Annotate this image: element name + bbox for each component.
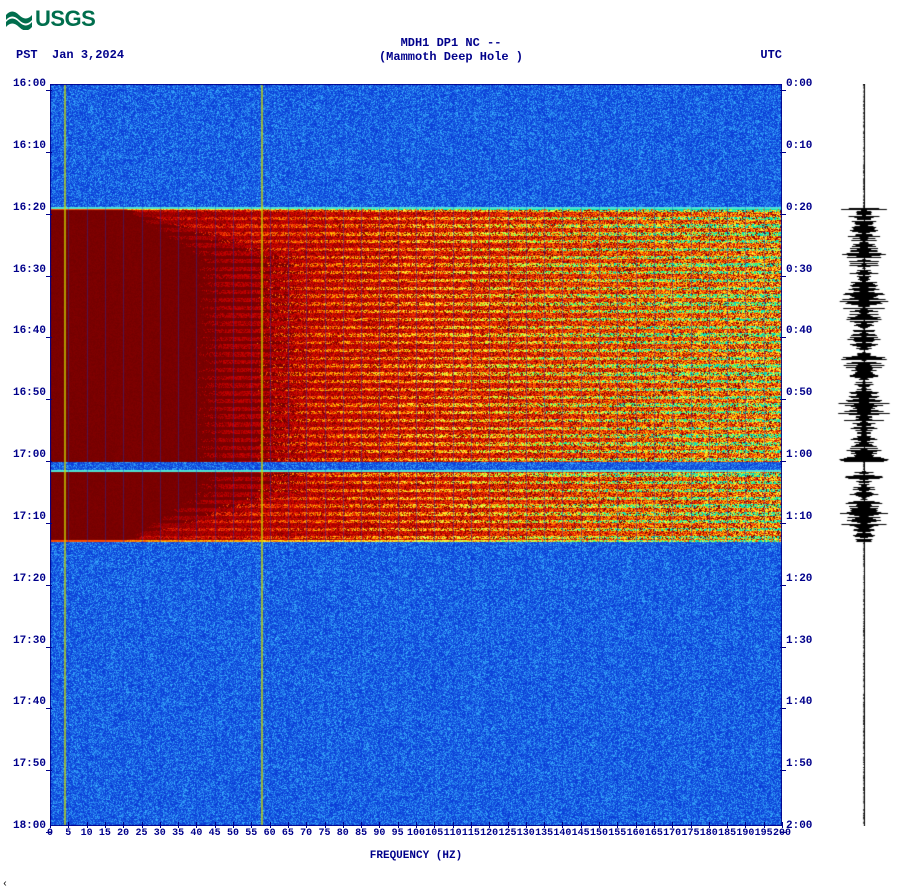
x-tick: 0 xyxy=(47,828,53,839)
y-right-tick: 1:50 xyxy=(786,758,832,770)
x-tick: 40 xyxy=(190,828,202,839)
x-tick: 135 xyxy=(535,828,553,839)
y-left-tick: 16:40 xyxy=(0,325,46,337)
x-tick: 95 xyxy=(392,828,404,839)
left-tz: PST xyxy=(16,48,38,62)
x-tick: 140 xyxy=(553,828,571,839)
y-left-tick: 17:50 xyxy=(0,758,46,770)
y-right-tick: 1:40 xyxy=(786,696,832,708)
y-left-tick: 16:10 xyxy=(0,140,46,152)
x-tick: 145 xyxy=(572,828,590,839)
y-left-tick: 17:10 xyxy=(0,511,46,523)
y-left-tick: 18:00 xyxy=(0,820,46,832)
x-tick: 180 xyxy=(700,828,718,839)
x-tick: 15 xyxy=(99,828,111,839)
y-left-tick: 16:50 xyxy=(0,387,46,399)
logo-text: USGS xyxy=(35,6,95,32)
y-right-tick: 0:00 xyxy=(786,78,832,90)
y-left-tick: 16:00 xyxy=(0,78,46,90)
y-left-tick: 17:20 xyxy=(0,573,46,585)
y-right-tick: 1:20 xyxy=(786,573,832,585)
x-axis-label: FREQUENCY (HZ) xyxy=(50,850,782,862)
x-tick: 200 xyxy=(773,828,791,839)
waveform-canvas xyxy=(834,84,894,826)
header-right: UTC xyxy=(760,48,782,62)
x-tick: 170 xyxy=(663,828,681,839)
usgs-wave-icon xyxy=(6,8,32,30)
x-tick: 80 xyxy=(337,828,349,839)
y-right-tick: 0:50 xyxy=(786,387,832,399)
y-right-tick: 1:10 xyxy=(786,511,832,523)
x-tick: 185 xyxy=(718,828,736,839)
y-left-tick: 16:20 xyxy=(0,202,46,214)
x-axis: 0510152025303540455055606570758085909510… xyxy=(50,828,782,848)
x-tick: 155 xyxy=(608,828,626,839)
x-tick: 105 xyxy=(425,828,443,839)
x-tick: 85 xyxy=(355,828,367,839)
x-tick: 175 xyxy=(681,828,699,839)
x-tick: 60 xyxy=(264,828,276,839)
x-tick: 110 xyxy=(444,828,462,839)
spectrogram-panel xyxy=(50,84,782,826)
x-tick: 150 xyxy=(590,828,608,839)
x-tick: 55 xyxy=(245,828,257,839)
y-left-tick: 16:30 xyxy=(0,264,46,276)
header-date: Jan 3,2024 xyxy=(52,48,124,62)
x-tick: 125 xyxy=(498,828,516,839)
x-tick: 75 xyxy=(318,828,330,839)
x-tick: 45 xyxy=(209,828,221,839)
x-tick: 10 xyxy=(81,828,93,839)
x-tick: 190 xyxy=(736,828,754,839)
x-tick: 130 xyxy=(517,828,535,839)
header-left: PST Jan 3,2024 xyxy=(16,48,124,62)
x-tick: 90 xyxy=(373,828,385,839)
y-right-tick: 0:40 xyxy=(786,325,832,337)
usgs-logo: USGS xyxy=(6,6,95,32)
footer-caret: ‹ xyxy=(2,879,8,890)
y-right-tick: 0:30 xyxy=(786,264,832,276)
x-tick: 30 xyxy=(154,828,166,839)
x-tick: 65 xyxy=(282,828,294,839)
x-tick: 70 xyxy=(300,828,312,839)
x-tick: 165 xyxy=(645,828,663,839)
y-left-tick: 17:30 xyxy=(0,635,46,647)
y-right-tick: 0:10 xyxy=(786,140,832,152)
x-tick: 20 xyxy=(117,828,129,839)
y-left-tick: 17:40 xyxy=(0,696,46,708)
y-axis-right: 0:000:100:200:300:400:501:001:101:201:30… xyxy=(786,84,832,826)
x-tick: 120 xyxy=(480,828,498,839)
y-right-tick: 2:00 xyxy=(786,820,832,832)
x-tick: 25 xyxy=(135,828,147,839)
spectrogram-canvas xyxy=(50,84,782,826)
right-tz: UTC xyxy=(760,48,782,62)
x-tick: 35 xyxy=(172,828,184,839)
waveform-panel xyxy=(834,84,894,826)
x-tick: 115 xyxy=(462,828,480,839)
x-tick: 160 xyxy=(627,828,645,839)
y-right-tick: 0:20 xyxy=(786,202,832,214)
y-right-tick: 1:30 xyxy=(786,635,832,647)
x-tick: 50 xyxy=(227,828,239,839)
y-axis-left: 16:0016:1016:2016:3016:4016:5017:0017:10… xyxy=(0,84,46,826)
x-tick: 100 xyxy=(407,828,425,839)
y-right-tick: 1:00 xyxy=(786,449,832,461)
x-tick: 195 xyxy=(755,828,773,839)
y-left-tick: 17:00 xyxy=(0,449,46,461)
x-tick: 5 xyxy=(65,828,71,839)
